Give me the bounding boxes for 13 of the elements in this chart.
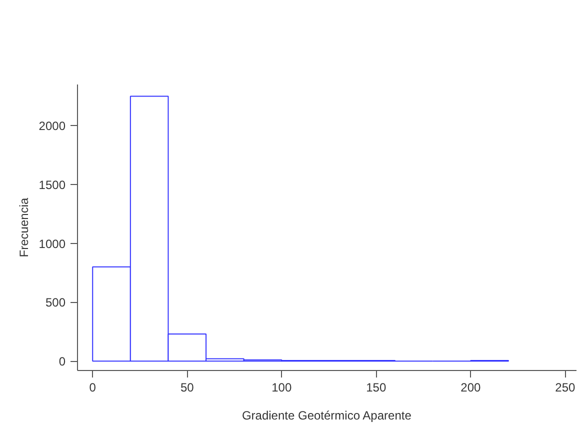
y-tick-label: 500 [45,296,66,310]
y-axis-title: Frecuencia [16,197,31,258]
y-tick-label: 1500 [38,178,66,192]
x-tick-label: 250 [555,380,576,394]
y-tick-label: 0 [58,354,66,369]
x-tick-label: 200 [460,380,481,394]
x-tick-label: 100 [272,380,292,394]
x-tick-label: 50 [180,380,194,394]
x-tick-label: 0 [89,380,96,394]
x-axis-title: Gradiente Geotérmico Aparente [242,408,412,422]
y-tick-label: 2000 [38,119,66,134]
x-tick-label: 150 [366,380,386,394]
y-tick-label: 1000 [38,236,66,251]
